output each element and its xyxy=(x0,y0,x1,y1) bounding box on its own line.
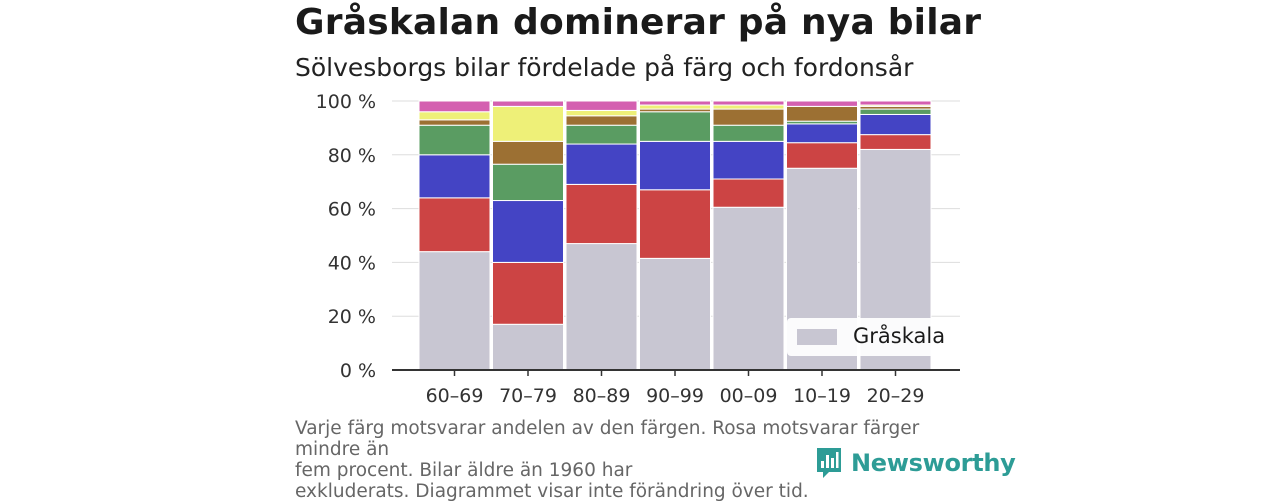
footnote-line-3: exkluderats. Diagrammet visar inte förän… xyxy=(295,481,809,502)
bar-segment-yellow xyxy=(639,104,711,110)
legend-swatch-grayscale xyxy=(797,329,837,345)
bar-segment-red xyxy=(418,197,491,253)
bar-segment-pink xyxy=(859,100,932,106)
y-tick-label: 100 % xyxy=(316,91,376,113)
x-tick-label: 00–09 xyxy=(720,385,778,407)
bar-segment-blue xyxy=(786,123,858,144)
y-tick-label: 80 % xyxy=(328,145,376,167)
bar-segment-brown xyxy=(492,140,564,165)
bar-segment-yellow xyxy=(492,105,564,142)
bar-segment-grayscale xyxy=(418,251,491,371)
bar-segment-green xyxy=(418,124,491,156)
x-axis-tick-labels: 60–69 70–79 80–89 90–99 00–09 10–19 20–29 xyxy=(426,370,925,407)
chart-title: Gråskalan dominerar på nya bilar xyxy=(295,2,982,43)
footnote-line-2: fem procent. Bilar äldre än 1960 har xyxy=(295,460,633,481)
x-tick-label: 20–29 xyxy=(867,385,925,407)
brand-name: Newsworthy xyxy=(851,449,1016,477)
y-tick-label: 20 % xyxy=(328,306,376,328)
bar-segment-green xyxy=(639,111,711,142)
bar-segment-yellow xyxy=(418,111,491,121)
bar-segment-red xyxy=(565,183,638,245)
bar-segment-red xyxy=(492,261,564,325)
bar-segment-pink xyxy=(565,100,638,111)
bar-segment-blue xyxy=(418,154,491,199)
bar-segment-grayscale xyxy=(639,257,711,371)
y-axis-tick-labels: 0 % 20 % 40 % 60 % 80 % 100 % xyxy=(316,91,376,382)
bar-segment-blue xyxy=(492,200,564,263)
bar-stack xyxy=(492,100,564,371)
bar-stack xyxy=(712,100,785,371)
newsworthy-logo[interactable]: Newsworthy xyxy=(815,446,1016,480)
bar-segment-grayscale xyxy=(565,243,638,371)
bar-segment-pink xyxy=(712,100,785,106)
bar-stack xyxy=(565,100,638,371)
bar-segment-pink xyxy=(786,100,858,107)
legend: Gråskala xyxy=(787,318,945,356)
bar-segment-red xyxy=(712,178,785,208)
x-tick-label: 10–19 xyxy=(793,385,851,407)
bar-segment-green xyxy=(565,124,638,145)
bar-segment-red xyxy=(786,142,858,169)
bar-stack xyxy=(639,100,711,371)
bar-segment-blue xyxy=(639,140,711,191)
legend-background xyxy=(787,318,943,356)
bar-segment-grayscale xyxy=(492,323,564,371)
bar-segment-red xyxy=(639,189,711,259)
y-tick-label: 0 % xyxy=(340,360,376,382)
bar-segment-yellow xyxy=(565,109,638,117)
bar-segment-blue xyxy=(859,113,932,136)
bar-segment-red xyxy=(859,134,932,150)
bar-segment-yellow xyxy=(712,104,785,110)
bar-segment-grayscale xyxy=(712,206,785,371)
bar-segment-green xyxy=(492,163,564,202)
bar-segment-blue xyxy=(712,140,785,180)
x-tick-label: 80–89 xyxy=(573,385,631,407)
bar-segment-green xyxy=(859,108,932,115)
newsworthy-bar-chart-logo-icon xyxy=(817,448,841,478)
bar-segment-brown xyxy=(565,115,638,126)
bar-segment-green xyxy=(712,124,785,142)
bar-segment-brown xyxy=(786,105,858,122)
bar-segment-pink xyxy=(492,100,564,107)
footnote-line-1: Varje färg motsvarar andelen av den färg… xyxy=(295,418,920,460)
bar-segment-pink xyxy=(418,100,491,113)
legend-label-grayscale: Gråskala xyxy=(853,323,945,348)
bar-stack xyxy=(418,100,491,371)
chart-subtitle: Sölvesborgs bilar fördelade på färg och … xyxy=(295,53,914,82)
bar-segment-blue xyxy=(565,143,638,185)
x-tick-label: 60–69 xyxy=(426,385,484,407)
stacked-bar-chart: 0 % 20 % 40 % 60 % 80 % 100 % 60–69 70–79 80–89… xyxy=(316,91,960,407)
bar-stacks xyxy=(418,100,932,371)
y-tick-label: 60 % xyxy=(328,199,376,221)
bar-segment-brown xyxy=(712,108,785,126)
y-tick-label: 40 % xyxy=(328,252,376,274)
x-tick-label: 70–79 xyxy=(499,385,557,407)
x-tick-label: 90–99 xyxy=(646,385,704,407)
bar-segment-brown xyxy=(418,119,491,126)
bar-segment-pink xyxy=(639,100,711,106)
